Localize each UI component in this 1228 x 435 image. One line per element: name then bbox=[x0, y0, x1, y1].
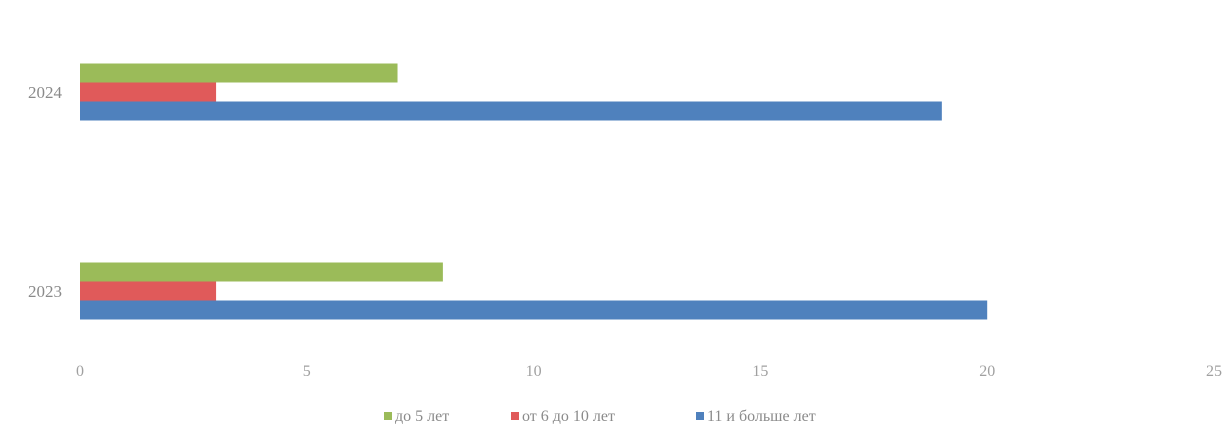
category-label-2024: 2024 bbox=[28, 83, 63, 102]
x-tick-label-0: 0 bbox=[76, 363, 84, 380]
bars-layer bbox=[80, 63, 988, 320]
bar-2024-series-2 bbox=[80, 101, 942, 121]
bar-2024-series-0 bbox=[80, 63, 398, 83]
legend-label-1: от 6 до 10 лет bbox=[522, 408, 615, 425]
legend-label-0: до 5 лет bbox=[395, 408, 449, 425]
bar-2024-series-1 bbox=[80, 82, 217, 102]
x-tick-label-20: 20 bbox=[979, 363, 995, 380]
category-label-2023: 2023 bbox=[28, 282, 62, 301]
bar-2023-series-2 bbox=[80, 300, 988, 320]
legend-swatch-2 bbox=[696, 412, 704, 420]
category-labels: 2024 2023 bbox=[28, 83, 63, 301]
bar-2023-series-0 bbox=[80, 262, 443, 282]
legend-label-2: 11 и больше лет bbox=[707, 408, 816, 425]
x-tick-label-15: 15 bbox=[752, 363, 768, 380]
legend: до 5 лет от 6 до 10 лет 11 и больше лет bbox=[384, 408, 816, 425]
x-tick-label-25: 25 bbox=[1206, 363, 1222, 380]
bar-2023-series-1 bbox=[80, 281, 217, 301]
x-tick-label-5: 5 bbox=[303, 363, 311, 380]
legend-swatch-1 bbox=[511, 412, 519, 420]
x-axis-ticks: 0 5 10 15 20 25 bbox=[76, 363, 1222, 380]
legend-swatch-0 bbox=[384, 412, 392, 420]
x-tick-label-10: 10 bbox=[526, 363, 542, 380]
